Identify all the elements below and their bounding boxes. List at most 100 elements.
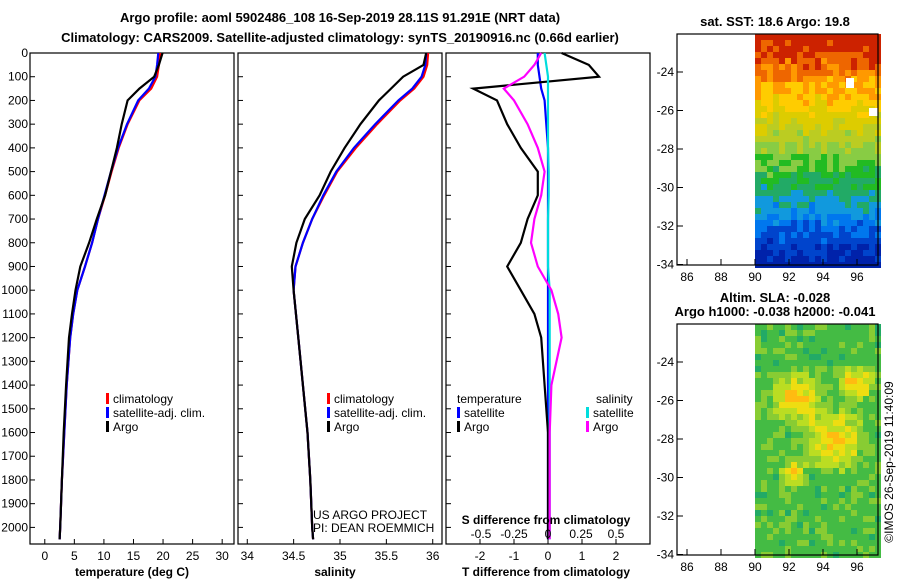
- sst-cell: [755, 226, 761, 232]
- sla-cell: [791, 438, 797, 444]
- credit-project: US ARGO PROJECT: [313, 508, 428, 522]
- sla-cell: [755, 348, 761, 354]
- sst-cell: [815, 52, 821, 58]
- sst-cell: [839, 208, 845, 214]
- sst-cell: [851, 208, 857, 214]
- sla-cell: [791, 516, 797, 522]
- sst-cell: [863, 250, 869, 256]
- sla-cell: [839, 516, 845, 522]
- sst-cell: [857, 112, 863, 118]
- sla-cell: [803, 420, 809, 426]
- sst-cell: [827, 256, 833, 262]
- sst-cell: [839, 160, 845, 166]
- sla-cell: [845, 360, 851, 366]
- sla-cell: [827, 390, 833, 396]
- sst-cell: [773, 88, 779, 94]
- sla-cell: [761, 516, 767, 522]
- sst-cell: [809, 118, 815, 124]
- sst-cell: [809, 94, 815, 100]
- sla-cell: [857, 534, 863, 540]
- lon-tick-label: 88: [714, 270, 728, 284]
- sla-cell: [839, 510, 845, 516]
- sst-cell: [863, 94, 869, 100]
- sst-cell: [767, 196, 773, 202]
- sst-cell: [785, 196, 791, 202]
- sla-cell: [839, 438, 845, 444]
- sst-cell: [833, 106, 839, 112]
- sst-cell: [821, 118, 827, 124]
- sla-cell: [785, 474, 791, 480]
- sst-cell: [809, 70, 815, 76]
- sla-cell: [833, 438, 839, 444]
- sla-cell: [833, 324, 839, 330]
- sla-cell: [809, 360, 815, 366]
- sla-cell: [791, 336, 797, 342]
- sst-cell: [803, 166, 809, 172]
- sla-cell: [779, 486, 785, 492]
- sst-cell: [779, 196, 785, 202]
- sla-cell: [809, 414, 815, 420]
- temperature-xlabel: temperature (deg C): [75, 565, 189, 579]
- temperature-depth-ticks: 0100200300400500600700800900100011001200…: [1, 46, 35, 534]
- sst-cell: [839, 136, 845, 142]
- sst-cell: [827, 244, 833, 250]
- sla-cell: [857, 528, 863, 534]
- legend-s-satellite: satellite: [593, 406, 634, 420]
- sst-cell: [851, 100, 857, 106]
- sla-cell: [821, 504, 827, 510]
- sst-cell: [845, 34, 851, 40]
- sst-cell: [821, 136, 827, 142]
- sst-cell: [785, 64, 791, 70]
- sla-cell: [857, 522, 863, 528]
- series-line-temperature-satellite: [536, 53, 550, 540]
- sst-cell: [863, 172, 869, 178]
- sla-cell: [863, 372, 869, 378]
- sst-cell: [869, 238, 875, 244]
- sst-cell: [869, 172, 875, 178]
- sla-cell: [815, 384, 821, 390]
- sla-cell: [863, 468, 869, 474]
- sst-cell: [791, 160, 797, 166]
- sla-cell: [755, 360, 761, 366]
- sst-cell: [809, 142, 815, 148]
- sst-cell: [755, 208, 761, 214]
- sst-cell: [815, 160, 821, 166]
- sst-cell: [761, 172, 767, 178]
- sla-cell: [761, 510, 767, 516]
- sst-cell: [803, 136, 809, 142]
- sla-cell: [851, 522, 857, 528]
- sla-cell: [791, 522, 797, 528]
- sst-cell: [761, 118, 767, 124]
- sst-cell: [785, 202, 791, 208]
- sla-cell: [839, 486, 845, 492]
- sst-cell: [767, 88, 773, 94]
- sst-cell: [785, 238, 791, 244]
- sst-cell: [821, 106, 827, 112]
- sla-cell: [803, 522, 809, 528]
- sst-cell: [785, 106, 791, 112]
- sst-cell: [869, 196, 875, 202]
- sla-cell: [779, 516, 785, 522]
- sla-cell: [869, 498, 875, 504]
- sst-cell: [761, 112, 767, 118]
- sst-cell: [803, 196, 809, 202]
- sla-cell: [779, 342, 785, 348]
- sla-cell: [761, 414, 767, 420]
- sla-cell: [833, 516, 839, 522]
- sla-cell: [845, 516, 851, 522]
- sla-cell: [785, 420, 791, 426]
- sla-cell: [857, 468, 863, 474]
- sla-cell: [803, 360, 809, 366]
- sst-cell: [803, 142, 809, 148]
- sst-cell: [773, 238, 779, 244]
- sst-cell: [839, 172, 845, 178]
- sla-cell: [761, 354, 767, 360]
- sla-cell: [761, 378, 767, 384]
- sst-cell: [791, 58, 797, 64]
- sst-cell: [773, 190, 779, 196]
- legend-swatch-t-satellite: [457, 407, 460, 418]
- sla-cell: [791, 450, 797, 456]
- sst-cell: [803, 112, 809, 118]
- depth-tick-label: 1300: [1, 354, 28, 368]
- sst-cell: [803, 70, 809, 76]
